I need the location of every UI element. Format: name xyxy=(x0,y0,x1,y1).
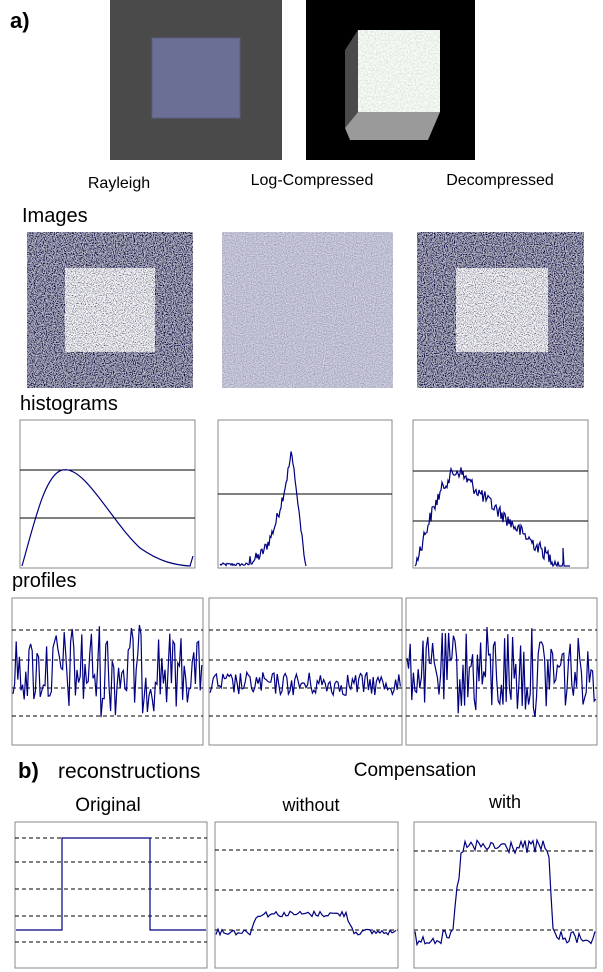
section-label: histograms xyxy=(20,393,118,415)
panel-label: a) xyxy=(10,8,30,33)
plot-box xyxy=(14,821,208,969)
plot-box xyxy=(405,597,598,746)
histogram-curve xyxy=(219,451,307,567)
noise-square xyxy=(456,268,548,352)
reconstruction-curve xyxy=(215,909,397,937)
profile-curve xyxy=(12,624,203,718)
plot-box xyxy=(19,419,196,569)
column-label: Rayleigh xyxy=(88,175,150,192)
plot-box xyxy=(412,419,589,569)
noise-square xyxy=(65,268,155,352)
profile-curve xyxy=(209,670,401,698)
reconstruction-curve xyxy=(414,838,596,947)
column-label: with xyxy=(488,792,521,812)
column-label: Decompressed xyxy=(446,172,554,189)
column-label: Log-Compressed xyxy=(251,172,374,189)
section-label: reconstructions xyxy=(58,760,200,783)
cube-bottom xyxy=(345,112,440,140)
column-label: Original xyxy=(75,795,140,816)
phantom-square xyxy=(151,37,241,119)
section-label: profiles xyxy=(12,570,76,592)
histogram-curve xyxy=(414,466,570,568)
cube-side xyxy=(345,30,358,128)
group-title: Compensation xyxy=(354,760,477,781)
noise-image xyxy=(222,232,393,388)
plot-box xyxy=(11,597,204,746)
profile-curve xyxy=(406,626,597,718)
plot-box xyxy=(208,597,403,746)
panel-label: b) xyxy=(18,758,39,783)
plot-box xyxy=(413,821,597,969)
cube-face xyxy=(358,30,440,112)
histogram-curve xyxy=(21,469,194,567)
plot-box xyxy=(214,821,399,969)
section-label: Images xyxy=(22,205,88,227)
reconstruction-curve xyxy=(16,837,206,931)
column-label: without xyxy=(281,795,339,815)
